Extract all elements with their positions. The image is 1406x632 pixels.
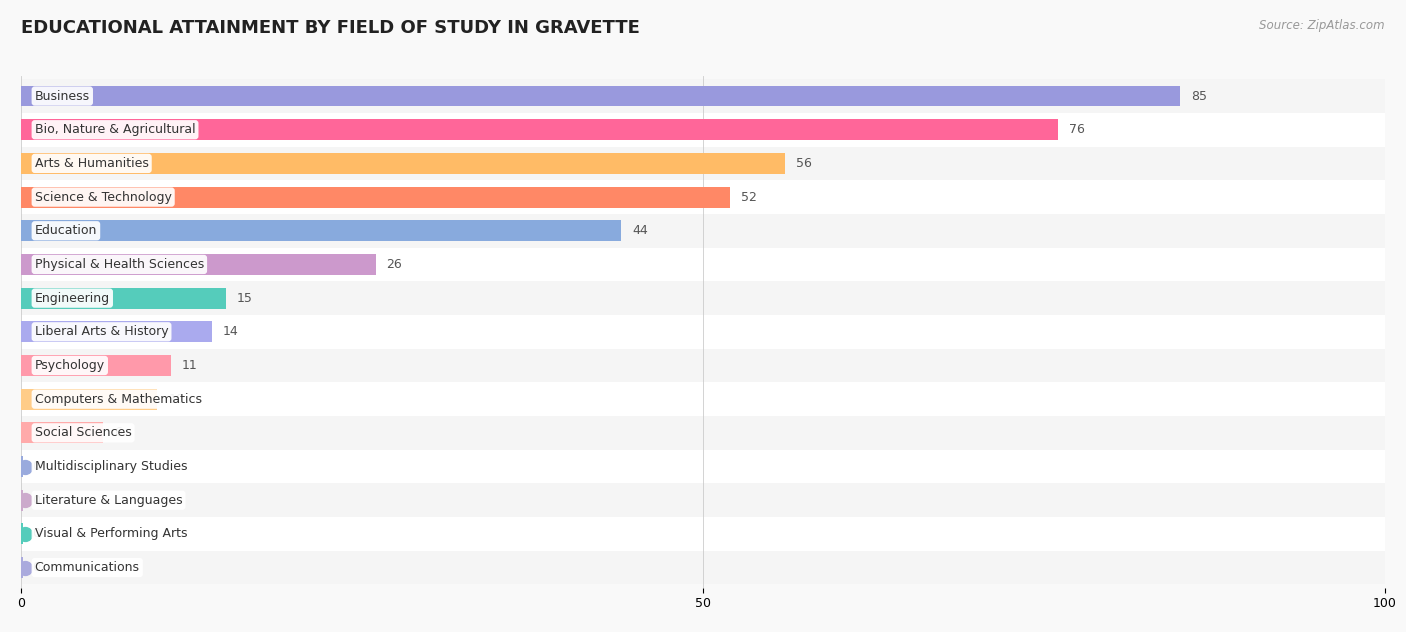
Text: EDUCATIONAL ATTAINMENT BY FIELD OF STUDY IN GRAVETTE: EDUCATIONAL ATTAINMENT BY FIELD OF STUDY… [21,19,640,37]
Text: Source: ZipAtlas.com: Source: ZipAtlas.com [1260,19,1385,32]
Text: 15: 15 [236,291,253,305]
Bar [21,288,225,308]
Bar [21,355,172,376]
Bar [21,221,621,241]
Bar [21,389,157,410]
Text: Literature & Languages: Literature & Languages [35,494,183,507]
Bar [0,147,1406,180]
Text: Physical & Health Sciences: Physical & Health Sciences [35,258,204,271]
Bar [0,214,1406,248]
Text: Psychology: Psychology [35,359,105,372]
Bar [0,113,1406,147]
Text: Education: Education [35,224,97,237]
Bar [21,186,730,207]
Text: 44: 44 [633,224,648,237]
Bar [21,321,212,343]
Text: 0: 0 [32,460,39,473]
Bar [0,550,1406,585]
Bar [0,349,1406,382]
Bar [0,416,1406,450]
Text: 0: 0 [32,561,39,574]
Text: 52: 52 [741,191,756,204]
Bar [0,450,1406,483]
Bar [21,456,22,477]
Text: 11: 11 [181,359,198,372]
Bar [0,79,1406,113]
Text: 26: 26 [387,258,402,271]
Text: Arts & Humanities: Arts & Humanities [35,157,149,170]
Text: 0: 0 [32,494,39,507]
Text: Visual & Performing Arts: Visual & Performing Arts [35,527,187,540]
Text: Multidisciplinary Studies: Multidisciplinary Studies [35,460,187,473]
Bar [0,180,1406,214]
Bar [21,85,1181,106]
Text: Social Sciences: Social Sciences [35,427,132,439]
Text: 56: 56 [796,157,811,170]
Bar [0,517,1406,550]
Bar [21,119,1057,140]
Text: Computers & Mathematics: Computers & Mathematics [35,392,201,406]
Bar [0,483,1406,517]
Text: Liberal Arts & History: Liberal Arts & History [35,325,169,338]
Bar [0,315,1406,349]
Bar [21,422,103,443]
Bar [0,248,1406,281]
Text: 85: 85 [1191,90,1208,102]
Bar [21,557,22,578]
Bar [21,523,22,544]
Text: Communications: Communications [35,561,139,574]
Text: 76: 76 [1069,123,1084,137]
Text: Bio, Nature & Agricultural: Bio, Nature & Agricultural [35,123,195,137]
Text: 10: 10 [169,392,184,406]
Bar [21,490,22,511]
Bar [21,254,375,275]
Text: 0: 0 [32,527,39,540]
Bar [21,153,785,174]
Bar [0,382,1406,416]
Text: 14: 14 [224,325,239,338]
Text: 6: 6 [114,427,122,439]
Bar [0,281,1406,315]
Text: Business: Business [35,90,90,102]
Text: Science & Technology: Science & Technology [35,191,172,204]
Text: Engineering: Engineering [35,291,110,305]
